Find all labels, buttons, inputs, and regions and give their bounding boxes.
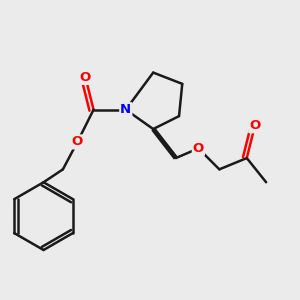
Text: O: O: [80, 71, 91, 84]
Text: O: O: [249, 119, 260, 132]
Text: N: N: [120, 103, 131, 116]
Text: O: O: [193, 142, 204, 155]
Text: O: O: [72, 135, 83, 148]
